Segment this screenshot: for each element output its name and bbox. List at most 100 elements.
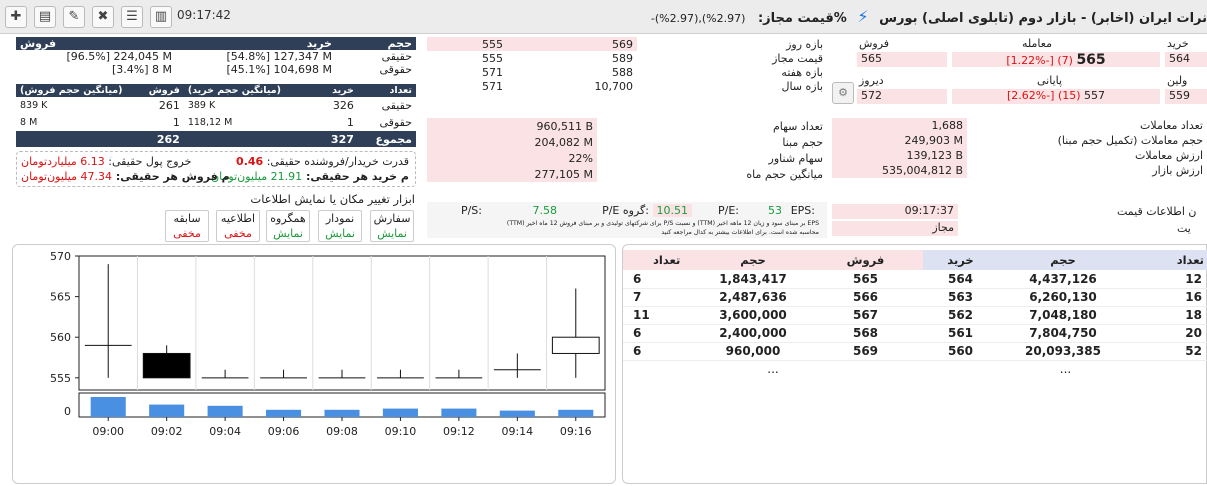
close-price-box: 557 (15) [-2.62%] [952,89,1160,104]
first-price: 559 [1165,89,1207,104]
ob-buy-volume: 7,048,180 [1029,308,1097,322]
x-tick-label: 09:08 [326,425,358,438]
chip-notices-state: مخفی [224,227,252,240]
price-panel: خرید معامله فروش 565 565 (7) [-1.22%] 56… [832,37,1207,107]
ob-buy-price: 560 [947,344,974,358]
ob-buy-count: 18 [1185,308,1202,322]
trades-value-label: ارزش معاملات [1135,149,1203,162]
ob-buy-volume: 6,260,130 [1029,290,1097,304]
orderbook-row[interactable]: 6 960,000 569 560 20,093,385 52 [623,342,1207,360]
ob-sell-volume: 2,400,000 [719,326,787,340]
range-week-high: 588 [612,65,633,79]
tools-icon[interactable]: ✖ [92,6,114,28]
volume-bar [90,397,126,417]
ob-sell-volume: 960,000 [725,344,781,358]
close-change: (15) [1057,89,1081,102]
symbol-title-bar: نرات ایران (اخابر) - بازار دوم (تابلوی ا… [651,7,1207,26]
lightning-icon: ⚡ [857,7,869,26]
chip-peers[interactable]: همگروه نمایش [266,210,310,242]
ob-sell-price: 566 [852,290,879,304]
chip-orders-state: نمایش [377,227,407,240]
x-tick-label: 09:12 [443,425,475,438]
x-tick-label: 09:14 [501,425,533,438]
orderbook-row[interactable]: 6 1,843,417 565 564 4,437,126 12 [623,270,1207,288]
count-header-sell-avg: (میانگین حجم فروش) [20,85,123,96]
float-value: 22% [427,150,597,166]
range-year-low: 571 [482,79,503,93]
range-year-high: 10,700 [594,79,634,93]
bar-chart-icon[interactable]: ▥ [150,6,172,28]
y-tick-label: 570 [50,250,71,263]
chip-history[interactable]: سابقه مخفی [165,210,209,242]
last-trade-price: 565 [1076,52,1106,68]
trade-label: معامله [1022,37,1052,50]
month-avg-volume-value: 277,105 M [427,166,597,182]
list-icon[interactable]: ☰ [121,6,143,28]
power-ratio-row: قدرت خریدار/فروشنده حقیقی: 0.46 [236,155,409,168]
count-header-count: تعداد [389,85,412,96]
count-real-buy: 326 [332,99,354,112]
edit-icon[interactable]: ✎ [63,6,85,28]
allowed-price-label: %قیمت مجاز: [757,11,847,26]
trade-stats-table: 1,688 تعداد معاملات 249,903 M حجم معاملات … [832,118,1207,178]
orderbook-row[interactable]: 6 2,400,000 568 561 7,804,750 20 [623,324,1207,342]
state-value: مجاز [832,221,958,236]
ob-buy-price: 563 [947,290,974,304]
allowed-price-pct: (2.97%),(2.97%)- [650,12,746,25]
count-total-spacer-2 [184,131,302,147]
volume-table: فروش خرید حجم [96.5%] 224,045 M [54.8%] … [16,37,416,76]
vol-header-sell: فروش [20,37,57,50]
volume-bar [499,410,535,417]
range-week-low: 571 [482,65,503,79]
ob-sell-volume: 3,600,000 [719,308,787,322]
tools-title: ابزار تغییر مکان یا نمایش اطلاعات [250,192,415,206]
chip-notices[interactable]: اطلاعیه مخفی [216,210,260,242]
update-time-label: ن اطلاعات قیمت [1117,205,1197,218]
count-total-buy: 327 [330,132,354,146]
volume-tick-label: 0 [64,405,71,418]
orderbook-row[interactable]: 11 3,600,000 567 562 7,048,180 18 [623,306,1207,324]
chip-orders[interactable]: سفارش نمایش [370,210,414,242]
count-header-buy-avg: (میانگین حجم خرید) [187,85,281,96]
ob-buy-more: ... [1059,362,1072,377]
avg-buy-row: م خرید هر حقیقی: 21.91 میلیون‌تومان [211,170,409,183]
symbol-title: نرات ایران (اخابر) - بازار دوم (تابلوی ا… [879,11,1207,26]
group-pe-label: P/E گروه: [602,204,649,217]
best-buy-price: 564 [1165,52,1207,67]
count-total-label: مجموع [375,132,412,146]
eps-value: 53 [768,204,782,217]
avg-sell-value: 47.34 میلیون‌تومان [21,170,112,183]
chip-peers-state: نمایش [273,227,303,240]
chip-notices-name: اطلاعیه [220,212,256,225]
pe-label: P/E: [718,204,739,217]
power-ratio-label: قدرت خریدار/فروشنده حقیقی: [266,155,409,168]
vol-legal-buy: [45.1%] 104,698 M [226,63,333,76]
market-cap-value: 535,004,812 B [832,163,967,178]
ob-sell-volume: 1,843,417 [719,271,787,286]
orderbook-row[interactable]: 7 2,487,636 566 563 6,260,130 16 [623,288,1207,306]
count-header-sell: فروش [148,85,180,96]
document-icon[interactable]: ▤ [34,6,56,28]
ratios-box: EPS: 53 P/E: 10.51 P/E گروه: 7.58 P/S: E… [427,202,827,238]
month-avg-volume-label: میانگین حجم ماه [746,167,823,181]
volume-bar [558,409,594,417]
settings-icon[interactable]: ⚙ [832,82,854,104]
chip-chart[interactable]: نمودار نمایش [318,210,362,242]
range-day-low: 555 [427,37,507,51]
add-icon[interactable]: ✚ [5,6,27,28]
count-total-sell: 262 [156,132,180,146]
ob-buy-volume: 20,093,385 [1025,344,1101,358]
ob-buy-price: 561 [947,326,974,340]
volume-bar [207,405,243,417]
x-tick-label: 09:02 [151,425,183,438]
ob-buy-price: 562 [947,308,974,322]
shares-count-label: تعداد سهام [772,119,823,133]
avg-sell-label: م فروش هر حقیقی: [115,170,230,183]
orderbook-panel: تعداد حجم فروش خرید حجم تعداد 6 1,843,417… [622,244,1207,484]
vol-header-buy: خرید [306,37,332,50]
yesterday-price: 572 [857,89,947,104]
last-trade-box: 565 (7) [-1.22%] [952,52,1160,68]
range-day-label: بازه روز [786,37,823,51]
ob-sell-count: 6 [633,271,642,286]
volume-bar [441,408,477,417]
